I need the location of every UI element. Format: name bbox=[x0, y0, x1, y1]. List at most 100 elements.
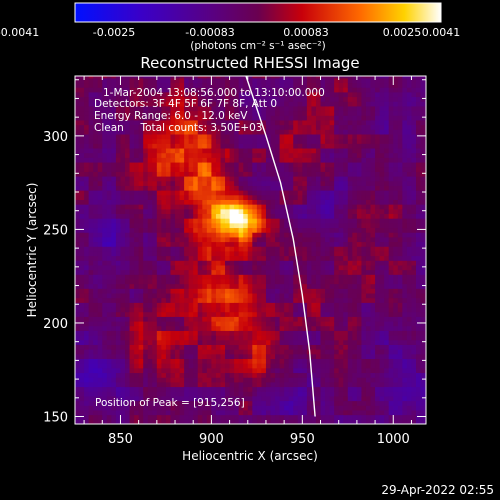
heatmap-pixel bbox=[129, 148, 135, 154]
heatmap-pixel bbox=[261, 321, 267, 327]
heatmap-pixel bbox=[143, 414, 149, 420]
heatmap-pixel bbox=[152, 419, 158, 424]
heatmap-pixel bbox=[261, 162, 267, 168]
heatmap-pixel bbox=[165, 414, 171, 420]
heatmap-pixel bbox=[265, 227, 272, 233]
heatmap-pixel bbox=[220, 339, 226, 345]
heatmap-pixel bbox=[365, 367, 372, 374]
heatmap-pixel bbox=[325, 297, 331, 303]
heatmap-pixel bbox=[211, 232, 217, 238]
heatmap-pixel bbox=[234, 335, 240, 341]
heatmap-pixel bbox=[220, 208, 226, 215]
heatmap-pixel bbox=[220, 264, 226, 271]
heatmap-pixel bbox=[243, 129, 249, 135]
heatmap-pixel bbox=[370, 307, 376, 313]
heatmap-pixel bbox=[202, 297, 208, 303]
heatmap-pixel bbox=[343, 372, 349, 378]
heatmap-pixel bbox=[325, 414, 331, 420]
heatmap-pixel bbox=[347, 293, 353, 299]
heatmap-pixel bbox=[156, 222, 162, 229]
heatmap-pixel bbox=[315, 199, 322, 205]
heatmap-pixel bbox=[365, 409, 372, 416]
heatmap-pixel bbox=[265, 76, 272, 79]
heatmap-pixel bbox=[220, 283, 226, 289]
heatmap-pixel bbox=[243, 115, 249, 121]
heatmap-pixel bbox=[84, 316, 90, 322]
heatmap-pixel bbox=[193, 190, 199, 196]
heatmap-pixel bbox=[179, 269, 185, 275]
heatmap-pixel bbox=[152, 157, 158, 163]
heatmap-pixel bbox=[229, 91, 235, 98]
heatmap-pixel bbox=[197, 76, 203, 79]
heatmap-pixel bbox=[352, 115, 358, 121]
heatmap-pixel bbox=[75, 386, 81, 392]
heatmap-pixel bbox=[147, 302, 153, 308]
heatmap-pixel bbox=[143, 87, 149, 93]
heatmap-pixel bbox=[193, 274, 199, 280]
heatmap-pixel bbox=[365, 91, 372, 98]
heatmap-pixel bbox=[220, 381, 226, 388]
heatmap-pixel bbox=[365, 185, 372, 191]
heatmap-pixel bbox=[129, 264, 135, 271]
heatmap-pixel bbox=[120, 185, 126, 191]
heatmap-pixel bbox=[297, 185, 303, 191]
heatmap-pixel bbox=[329, 250, 335, 257]
heatmap-pixel bbox=[175, 157, 181, 163]
heatmap-pixel bbox=[256, 138, 262, 144]
heatmap-pixel bbox=[211, 349, 217, 355]
heatmap-pixel bbox=[202, 311, 208, 317]
heatmap-pixel bbox=[329, 208, 335, 215]
heatmap-pixel bbox=[211, 204, 217, 210]
heatmap-pixel bbox=[347, 194, 353, 200]
heatmap-pixel bbox=[161, 185, 167, 191]
heatmap-pixel bbox=[175, 316, 181, 322]
heatmap-pixel bbox=[284, 260, 290, 266]
heatmap-pixel bbox=[229, 152, 235, 158]
heatmap-pixel bbox=[75, 409, 81, 416]
heatmap-pixel bbox=[175, 190, 181, 196]
heatmap-pixel bbox=[102, 344, 108, 350]
heatmap-pixel bbox=[338, 349, 344, 355]
heatmap-pixel bbox=[156, 218, 162, 224]
heatmap-pixel bbox=[102, 194, 108, 200]
heatmap-pixel bbox=[361, 339, 367, 345]
heatmap-pixel bbox=[234, 76, 240, 79]
heatmap-pixel bbox=[134, 367, 140, 374]
heatmap-pixel bbox=[156, 110, 162, 116]
heatmap-pixel bbox=[320, 264, 326, 271]
heatmap-pixel bbox=[111, 405, 117, 411]
heatmap-pixel bbox=[329, 82, 335, 88]
heatmap-pixel bbox=[311, 391, 317, 397]
heatmap-pixel bbox=[138, 409, 144, 416]
heatmap-pixel bbox=[234, 208, 240, 215]
heatmap-pixel bbox=[311, 260, 317, 266]
heatmap-pixel bbox=[238, 101, 244, 107]
heatmap-pixel bbox=[129, 129, 135, 135]
heatmap-pixel bbox=[338, 367, 344, 374]
heatmap-pixel bbox=[256, 307, 262, 313]
heatmap-pixel bbox=[225, 246, 231, 252]
heatmap-pixel bbox=[88, 363, 94, 369]
heatmap-pixel bbox=[265, 363, 272, 369]
heatmap-pixel bbox=[138, 325, 144, 331]
heatmap-pixel bbox=[106, 208, 112, 215]
heatmap-pixel bbox=[138, 372, 144, 378]
heatmap-pixel bbox=[293, 395, 299, 402]
heatmap-pixel bbox=[134, 363, 140, 369]
heatmap-pixel bbox=[315, 96, 322, 102]
heatmap-pixel bbox=[284, 367, 290, 374]
heatmap-pixel bbox=[347, 236, 353, 243]
heatmap-pixel bbox=[184, 321, 190, 327]
heatmap-pixel bbox=[106, 344, 112, 350]
heatmap-pixel bbox=[343, 255, 349, 261]
heatmap-pixel bbox=[302, 279, 308, 285]
heatmap-pixel bbox=[161, 138, 167, 144]
heatmap-pixel bbox=[125, 236, 131, 243]
heatmap-pixel bbox=[220, 82, 226, 88]
heatmap-pixel bbox=[106, 185, 112, 191]
heatmap-pixel bbox=[243, 82, 249, 88]
heatmap-pixel bbox=[152, 316, 158, 322]
heatmap-pixel bbox=[193, 409, 199, 416]
heatmap-pixel bbox=[206, 96, 212, 102]
heatmap-pixel bbox=[225, 405, 231, 411]
